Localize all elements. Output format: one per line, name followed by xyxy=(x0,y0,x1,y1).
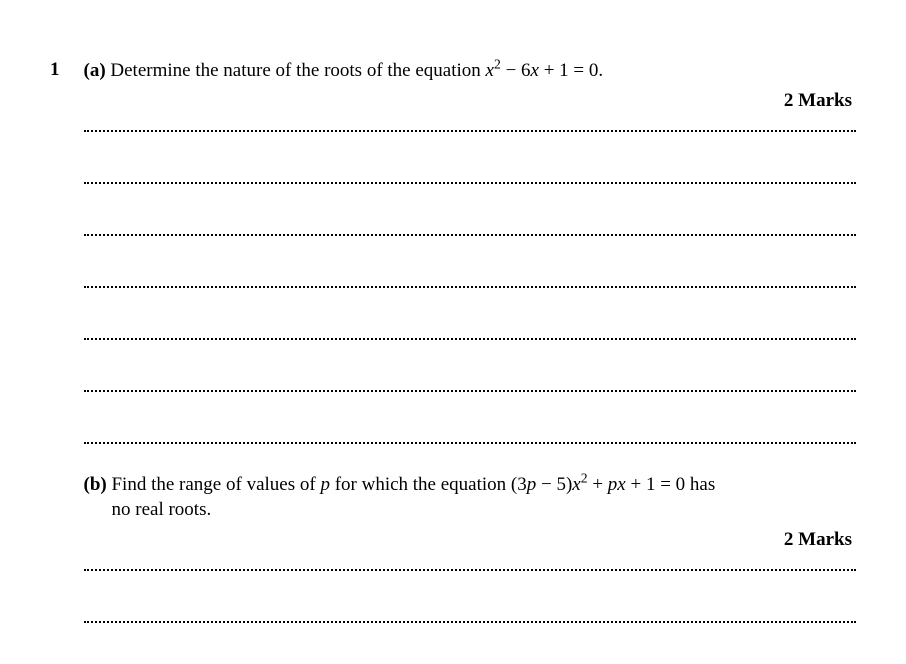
answer-line xyxy=(84,182,857,184)
question-container: 1 (a) Determine the nature of the roots … xyxy=(50,58,856,651)
part-b-var: p xyxy=(320,474,330,495)
answer-line xyxy=(84,569,857,571)
part-a-pretext: Determine the nature of the roots of the… xyxy=(110,60,485,81)
answer-line xyxy=(84,286,857,288)
part-b-marks: 2 Marks xyxy=(84,529,857,551)
part-b-midtext: for which the equation xyxy=(330,474,511,495)
answer-line xyxy=(84,621,857,623)
part-a-lines xyxy=(84,130,857,444)
part-a: (a) Determine the nature of the roots of… xyxy=(84,58,857,444)
part-b-continuation: no real roots. xyxy=(84,497,857,523)
part-b: (b) Find the range of values of p for wh… xyxy=(84,472,857,623)
question-number: 1 xyxy=(50,58,60,651)
answer-line xyxy=(84,338,857,340)
part-b-label: (b) xyxy=(84,474,107,495)
question-body: (a) Determine the nature of the roots of… xyxy=(84,58,857,651)
part-a-label: (a) xyxy=(84,60,106,81)
part-b-pretext: Find the range of values of xyxy=(111,474,320,495)
answer-line xyxy=(84,390,857,392)
answer-line xyxy=(84,442,857,444)
answer-line xyxy=(84,234,857,236)
part-a-text: (a) Determine the nature of the roots of… xyxy=(84,58,857,84)
part-a-marks: 2 Marks xyxy=(84,90,857,112)
part-b-equation: (3p − 5)x2 + px + 1 = 0 xyxy=(511,474,685,495)
part-a-equation: x2 − 6x + 1 = 0. xyxy=(486,60,604,81)
part-b-lines xyxy=(84,569,857,623)
part-b-posttext: has xyxy=(685,474,715,495)
part-b-text: (b) Find the range of values of p for wh… xyxy=(84,472,857,523)
answer-line xyxy=(84,130,857,132)
